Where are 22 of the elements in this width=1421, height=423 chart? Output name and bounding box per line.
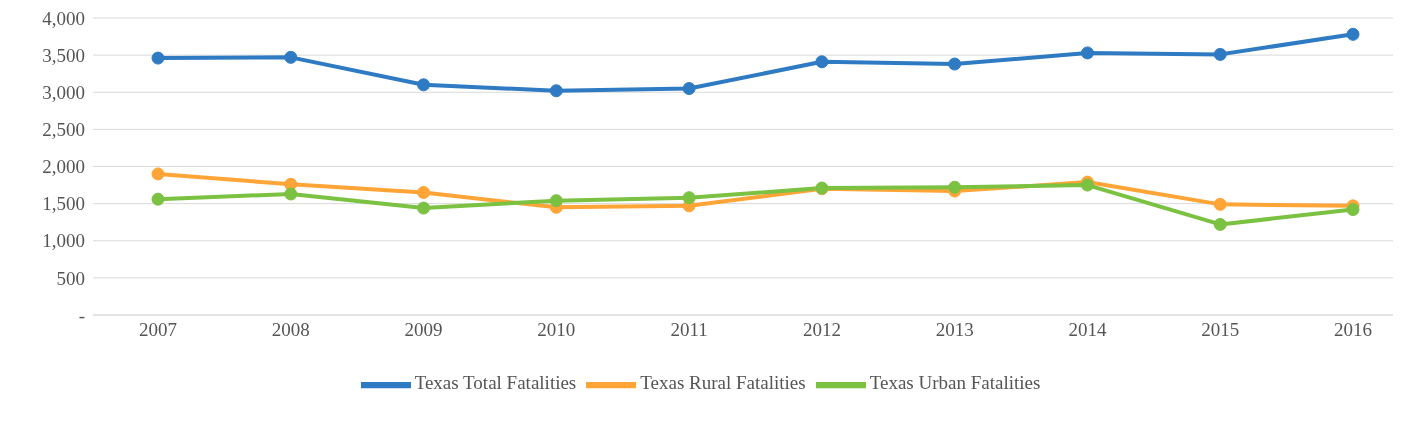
y-tick-label: - [78,304,85,326]
y-tick-label: 4,000 [42,7,85,29]
y-tick-label: 3,500 [42,44,85,66]
y-tick-label: 500 [56,267,85,289]
x-tick-label: 2014 [1068,319,1107,341]
y-tick-label: 2,500 [42,119,85,141]
x-tick-label: 2015 [1201,319,1240,341]
y-tick-label: 1,000 [42,230,85,252]
x-tick-label: 2007 [139,319,177,341]
y-tick-label: 2,000 [42,156,85,178]
x-tick-label: 2010 [537,319,576,341]
y-tick-label: 1,500 [42,193,85,215]
legend-label: Texas Rural Fatalities [640,372,806,394]
x-tick-label: 2013 [935,319,974,341]
legend-label: Texas Urban Fatalities [869,372,1041,394]
legend-label: Texas Total Fatalities [414,372,577,394]
x-tick-label: 2008 [271,319,310,341]
x-tick-label: 2009 [404,319,443,341]
y-tick-label: 3,000 [42,82,85,103]
x-tick-label: 2012 [802,319,841,341]
x-tick-label: 2011 [670,319,708,341]
x-tick-label: 2016 [1334,319,1372,341]
